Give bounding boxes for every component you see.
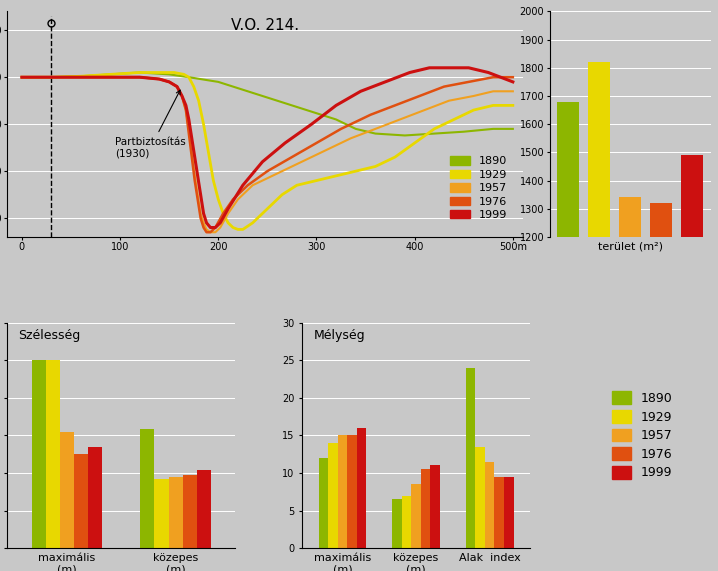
Bar: [60, 432, 74, 548]
Bar: [475, 447, 485, 548]
Bar: [589, 62, 610, 571]
Bar: [466, 368, 475, 548]
Bar: [401, 496, 411, 548]
X-axis label: terület (m²): terület (m²): [598, 241, 663, 251]
Bar: [357, 428, 366, 548]
Bar: [74, 454, 88, 548]
Legend: 1890, 1929, 1957, 1976, 1999: 1890, 1929, 1957, 1976, 1999: [449, 156, 507, 220]
Bar: [504, 477, 513, 548]
Bar: [485, 462, 495, 548]
Text: Szélesség: Szélesség: [19, 329, 81, 343]
Bar: [430, 465, 440, 548]
Bar: [88, 447, 102, 548]
Text: V.O. 214.: V.O. 214.: [231, 18, 299, 33]
Bar: [348, 436, 357, 548]
Legend: 1890, 1929, 1957, 1976, 1999: 1890, 1929, 1957, 1976, 1999: [609, 388, 676, 483]
Bar: [182, 475, 197, 548]
Bar: [495, 477, 504, 548]
Bar: [169, 477, 182, 548]
Bar: [557, 102, 579, 571]
Bar: [392, 499, 401, 548]
Text: Mélység: Mélység: [313, 329, 365, 343]
Text: Partbiztosítás
(1930): Partbiztosítás (1930): [115, 90, 186, 159]
Bar: [421, 469, 430, 548]
Bar: [154, 479, 169, 548]
Bar: [620, 198, 641, 571]
Bar: [411, 484, 421, 548]
Bar: [337, 436, 348, 548]
Bar: [32, 360, 46, 548]
Bar: [328, 443, 337, 548]
Bar: [140, 429, 154, 548]
Bar: [46, 360, 60, 548]
Bar: [681, 155, 703, 571]
Bar: [319, 458, 328, 548]
Bar: [197, 470, 211, 548]
Bar: [651, 203, 672, 571]
